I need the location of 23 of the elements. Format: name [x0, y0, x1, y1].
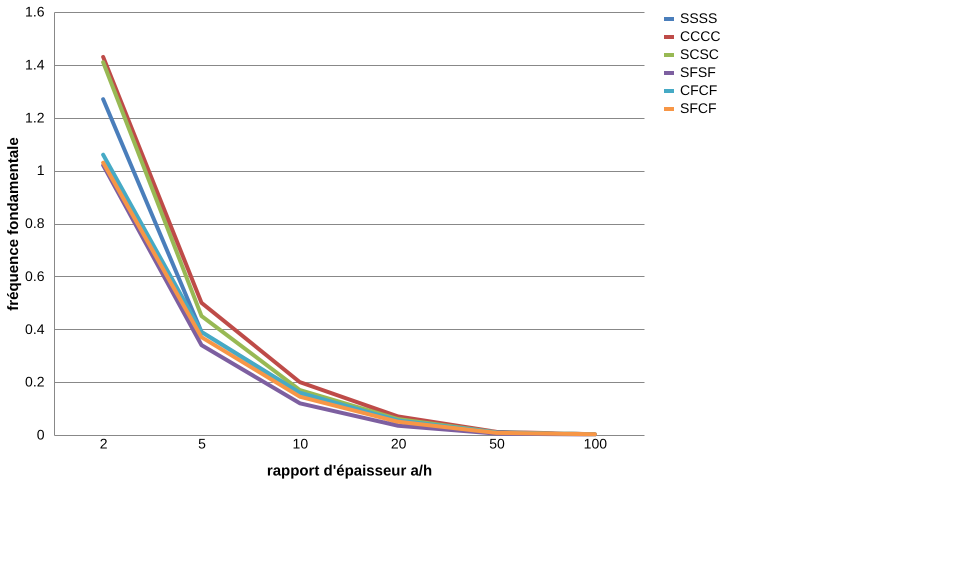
legend-label: CCCC: [680, 28, 720, 44]
y-tick-label: 1.6: [25, 4, 45, 20]
legend-label: SFCF: [680, 100, 717, 116]
y-tick-label: 1.4: [25, 56, 45, 72]
x-tick-label: 50: [489, 436, 505, 452]
y-tick-label: 0.2: [25, 374, 45, 390]
y-tick-label: 0: [36, 426, 45, 442]
y-axis-title: fréquence fondamentale: [5, 137, 22, 311]
x-tick-label: 100: [584, 436, 608, 452]
legend-label: CFCF: [680, 82, 718, 98]
x-axis-title: rapport d'épaisseur a/h: [266, 462, 432, 480]
y-tick-label: 1: [36, 162, 45, 178]
x-tick-label: 20: [390, 436, 407, 452]
legend-label: SSSS: [680, 10, 718, 26]
y-tick-label: 0.4: [25, 320, 45, 337]
y-tick-label: 0.8: [25, 215, 45, 231]
x-tick-label: 5: [198, 436, 206, 452]
legend-label: SCSC: [680, 46, 719, 62]
x-tick-label: 10: [292, 436, 308, 452]
legend-label: SFSF: [680, 64, 716, 80]
x-tick-label: 2: [100, 436, 108, 452]
y-tick-label: 0.6: [25, 268, 45, 284]
y-tick-label: 1.2: [25, 109, 45, 126]
